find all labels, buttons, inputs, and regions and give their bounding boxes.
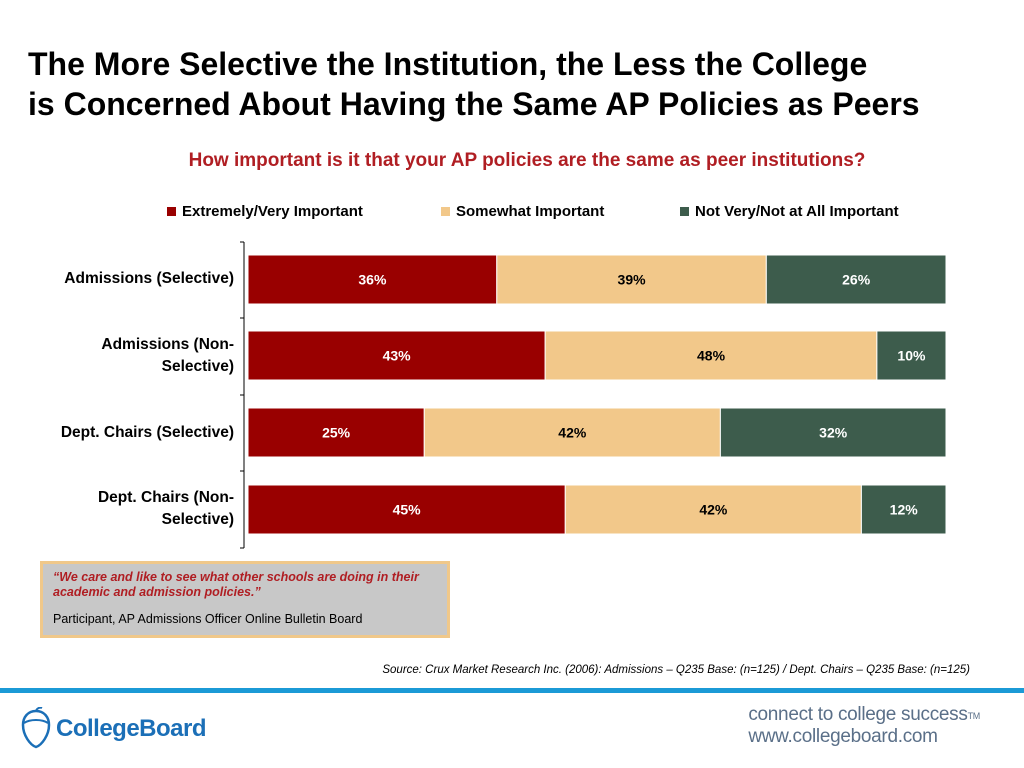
title-line-2: is Concerned About Having the Same AP Po…: [28, 86, 920, 122]
bar-dept-chairs-non-selective-not-very: [860, 484, 947, 535]
quote-attribution: Participant, AP Admissions Officer Onlin…: [53, 612, 363, 626]
legend-label-extremely-very: Extremely/Very Important: [182, 203, 363, 220]
legend-swatch-not-very: [680, 207, 689, 216]
bar-admissions-selective-somewhat: [496, 254, 767, 305]
legend-item-extremely-very: Extremely/Very Important: [167, 203, 363, 220]
quote-box: “We care and like to see what other scho…: [40, 561, 450, 638]
footer-divider: [0, 688, 1024, 693]
source-note: Source: Crux Market Research Inc. (2006)…: [382, 664, 970, 676]
collegeboard-logo: CollegeBoard: [18, 704, 207, 754]
bars-group: 36% 39% 26% 43% 48% 10% 25% 42% 32% 45% 42% 12%: [247, 254, 947, 535]
tagline-line-1: connect to college successTM: [748, 704, 980, 726]
legend-label-somewhat: Somewhat Important: [456, 203, 605, 220]
bar-admissions-non-selective-not-very: [876, 330, 947, 381]
chart-title: How important is it that your AP policie…: [188, 150, 866, 171]
data-label-admissions-selective-somewhat: 39%: [618, 272, 647, 288]
chart-legend: Extremely/Very Important Somewhat Import…: [0, 203, 1024, 225]
legend-swatch-somewhat: [441, 207, 450, 216]
data-label-admissions-non-selective-somewhat: 48%: [697, 348, 726, 364]
bar-dept-chairs-non-selective-extremely-very: [247, 484, 566, 535]
data-label-dept-chairs-non-selective-not-very: 12%: [890, 502, 919, 518]
bar-admissions-selective-not-very: [765, 254, 947, 305]
bar-admissions-selective-extremely-very: [247, 254, 498, 305]
data-label-dept-chairs-non-selective-somewhat: 42%: [699, 502, 728, 518]
bar-dept-chairs-non-selective-somewhat: [564, 484, 862, 535]
legend-label-not-very: Not Very/Not at All Important: [695, 203, 899, 220]
legend-swatch-extremely-very: [167, 207, 176, 216]
data-label-dept-chairs-selective-somewhat: 42%: [558, 425, 587, 441]
bar-dept-chairs-selective-somewhat: [423, 407, 721, 458]
data-label-dept-chairs-selective-not-very: 32%: [819, 425, 848, 441]
title-line-1: The More Selective the Institution, the …: [28, 46, 868, 82]
data-label-dept-chairs-non-selective-extremely-very: 45%: [393, 502, 422, 518]
legend-item-somewhat: Somewhat Important: [441, 203, 604, 220]
data-label-dept-chairs-selective-extremely-very: 25%: [322, 425, 351, 441]
data-label-admissions-selective-extremely-very: 36%: [358, 272, 387, 288]
stacked-bar-chart: 36% 39% 26% 43% 48% 10% 25% 42% 32% 45% 42% 12%: [240, 241, 947, 549]
category-label-dept-chairs-selective: Dept. Chairs (Selective): [60, 424, 234, 441]
trademark: TM: [967, 711, 981, 721]
tagline-text: connect to college success: [748, 704, 968, 725]
slide-title: The More Selective the Institution, the …: [28, 44, 1008, 124]
footer-tagline: connect to college successTM www.college…: [748, 704, 980, 748]
data-label-admissions-non-selective-extremely-very: 43%: [383, 348, 412, 364]
acorn-icon: [21, 707, 51, 749]
bar-admissions-non-selective-extremely-very: [247, 330, 546, 381]
quote-text: “We care and like to see what other scho…: [53, 570, 419, 599]
bar-dept-chairs-selective-not-very: [719, 407, 947, 458]
tagline-url: www.collegeboard.com: [748, 726, 938, 747]
bar-dept-chairs-selective-extremely-very: [247, 407, 425, 458]
legend-item-not-very: Not Very/Not at All Important: [680, 203, 899, 220]
logo-text: CollegeBoard: [56, 715, 207, 742]
category-label-dept-chairs-non-selective: Dept. Chairs (Non- Selective): [97, 489, 234, 528]
category-label-admissions-selective: Admissions (Selective): [64, 270, 234, 287]
data-label-admissions-non-selective-not-very: 10%: [897, 348, 926, 364]
category-label-admissions-non-selective: Admissions (Non- Selective): [101, 336, 234, 375]
data-label-admissions-selective-not-very: 26%: [842, 272, 871, 288]
